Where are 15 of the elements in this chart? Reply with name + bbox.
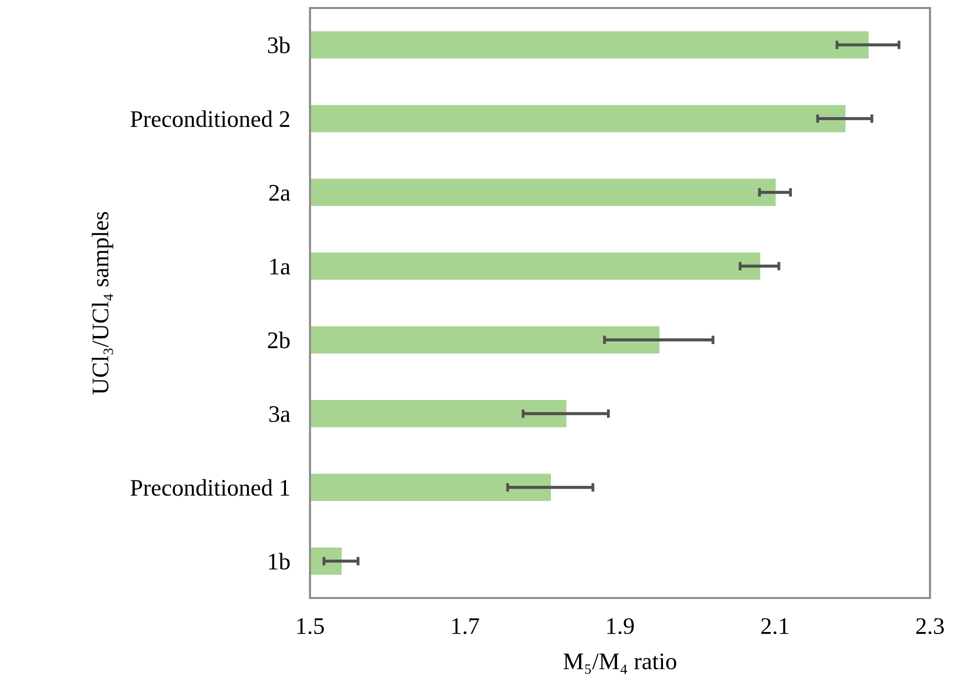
x-tick-label: 1.9: [607, 618, 634, 634]
y-tick-label: 3b: [268, 36, 290, 54]
y-tick-label: 3a: [269, 406, 290, 422]
y-tick-label: 2a: [269, 184, 290, 201]
y-tick-label: Preconditioned 1: [130, 479, 290, 496]
x-tick-label: 1.7: [452, 618, 480, 634]
y-tick-label: Preconditioned 2: [130, 110, 290, 128]
y-axis-title: UCl₃/UCl₄ samples: [92, 212, 114, 394]
y-tick-label: 1b: [269, 552, 290, 570]
x-axis-title: M₅/M₄ ratio: [564, 653, 676, 674]
x-tick-label: 2.1: [761, 618, 788, 634]
x-tick-label: 1.5: [297, 618, 324, 634]
y-tick-label: 2b: [268, 332, 290, 348]
y-tick-label: 1a: [270, 258, 290, 275]
x-tick-label: 2.3: [916, 618, 944, 634]
